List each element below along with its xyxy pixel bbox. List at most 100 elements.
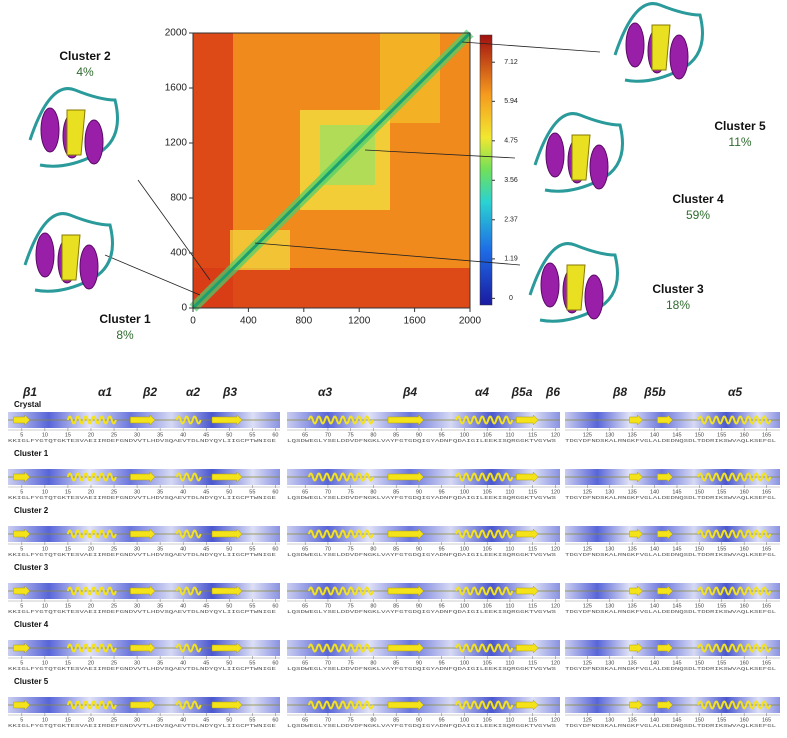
sequence: TDGYDFNDSKALRNGKFVGLALDEDNQSDLTDDRIKSWVA… xyxy=(565,666,776,672)
strand-arrow xyxy=(387,471,424,483)
ss-header: α4 xyxy=(475,385,489,399)
row-label: Cluster 4 xyxy=(14,620,49,629)
residue-tick-label: 125 xyxy=(583,489,592,495)
residue-tick-label: 85 xyxy=(393,432,399,438)
residue-tick-label: 65 xyxy=(302,546,308,552)
sequence: TDGYDFNDSKALRNGKFVGLALDEDNQSDLTDDRIKSWVA… xyxy=(565,552,776,558)
y-tick-label: 400 xyxy=(170,248,187,259)
helix-wave xyxy=(66,586,117,596)
residue-tick-label: 30 xyxy=(134,603,140,609)
strand-arrow xyxy=(657,414,673,426)
coil xyxy=(23,212,114,293)
residue-tick-label: 80 xyxy=(370,603,376,609)
residue-tick-label: 105 xyxy=(483,432,492,438)
x-tick-label: 1200 xyxy=(348,316,371,327)
residue-tick-label: 5 xyxy=(20,603,23,609)
residue-tick-label: 35 xyxy=(157,546,163,552)
residue-tick-label: 130 xyxy=(605,717,614,723)
residue-tick-label: 145 xyxy=(672,717,681,723)
residue-tick-label: 55 xyxy=(249,660,255,666)
strand-arrow xyxy=(516,471,539,483)
helix xyxy=(540,262,560,308)
residue-tick-label: 15 xyxy=(65,546,71,552)
sheet xyxy=(566,264,586,311)
strand-arrow xyxy=(13,528,31,540)
residue-tick-label: 15 xyxy=(65,603,71,609)
cluster-percent: 11% xyxy=(728,135,751,149)
residue-tick-label: 155 xyxy=(717,489,726,495)
sequence: LQSDWEGLYSELDDVDFNGKLVAYFGTGDQIGYADNFQDA… xyxy=(287,495,556,501)
residue-tick-label: 130 xyxy=(605,432,614,438)
residue-tick-label: 75 xyxy=(348,432,354,438)
residue-tick-label: 35 xyxy=(157,432,163,438)
residue-tick-label: 75 xyxy=(348,546,354,552)
helix-wave xyxy=(455,415,514,425)
helix-wave xyxy=(697,472,772,482)
residue-tick-label: 70 xyxy=(325,489,331,495)
residue-tick-label: 80 xyxy=(370,546,376,552)
residue-tick-label: 65 xyxy=(302,660,308,666)
ss-header: β6 xyxy=(545,385,560,399)
helix-wave xyxy=(455,643,514,653)
strand-arrow xyxy=(130,585,156,597)
helix-wave xyxy=(455,700,514,710)
helix-wave xyxy=(175,529,202,539)
helix-wave xyxy=(307,586,374,596)
residue-tick-label: 85 xyxy=(393,660,399,666)
residue-tick-label: 75 xyxy=(348,660,354,666)
coil xyxy=(533,112,624,193)
residue-tick-label: 125 xyxy=(583,660,592,666)
heatmap xyxy=(189,29,493,312)
cluster-percent: 59% xyxy=(686,208,710,222)
strand-arrow xyxy=(211,414,243,426)
sequence: LQSDWEGLYSELDDVDFNGKLVAYFGTGDQIGYADNFQDA… xyxy=(287,438,556,444)
residue-tick-label: 95 xyxy=(439,717,445,723)
row-label: Cluster 1 xyxy=(14,449,49,458)
residue-tick-label: 135 xyxy=(628,717,637,723)
cluster-label: Cluster 3 xyxy=(652,282,704,296)
strand-arrow xyxy=(130,642,156,654)
sheet xyxy=(61,234,81,281)
sequence: TDGYDFNDSKALRNGKFVGLALDEDNQSDLTDDRIKSWVA… xyxy=(565,723,776,729)
residue-tick-label: 100 xyxy=(460,546,469,552)
residue-tick-label: 165 xyxy=(762,717,771,723)
residue-tick-label: 155 xyxy=(717,432,726,438)
residue-tick-label: 150 xyxy=(695,660,704,666)
residue-tick-label: 45 xyxy=(203,546,209,552)
residue-tick-label: 135 xyxy=(628,603,637,609)
y-tick-label: 800 xyxy=(170,193,187,204)
residue-tick-label: 40 xyxy=(180,660,186,666)
ss-header: α5 xyxy=(728,385,742,399)
residue-tick-label: 55 xyxy=(249,489,255,495)
residue-tick-label: 130 xyxy=(605,546,614,552)
strand-arrow xyxy=(657,471,673,483)
residue-tick-label: 110 xyxy=(506,717,515,723)
helix-wave xyxy=(66,472,117,482)
cluster-label: Cluster 4 xyxy=(672,192,724,206)
sequence: LQSDWEGLYSELDDVDFNGKLVAYFGTGDQIGYADNFQDA… xyxy=(287,552,556,558)
residue-tick-label: 5 xyxy=(20,660,23,666)
strand-arrow xyxy=(211,528,243,540)
residue-tick-label: 50 xyxy=(226,660,232,666)
helix-wave xyxy=(697,700,772,710)
residue-tick-label: 20 xyxy=(88,660,94,666)
row-label: Cluster 2 xyxy=(14,506,49,515)
residue-tick-label: 60 xyxy=(272,660,278,666)
coil xyxy=(528,242,619,323)
residue-tick-label: 25 xyxy=(111,603,117,609)
residue-tick-label: 20 xyxy=(88,603,94,609)
residue-tick-label: 45 xyxy=(203,432,209,438)
residue-tick-label: 95 xyxy=(439,489,445,495)
residue-tick-label: 145 xyxy=(672,546,681,552)
residue-tick-label: 60 xyxy=(272,603,278,609)
ss-header: β8 xyxy=(612,385,627,399)
residue-tick-label: 160 xyxy=(740,546,749,552)
residue-tick-label: 25 xyxy=(111,660,117,666)
residue-tick-label: 25 xyxy=(111,546,117,552)
strand-arrow xyxy=(387,642,424,654)
residue-tick-label: 45 xyxy=(203,717,209,723)
strand-arrow xyxy=(13,585,31,597)
residue-tick-label: 20 xyxy=(88,489,94,495)
helix-wave xyxy=(66,415,117,425)
